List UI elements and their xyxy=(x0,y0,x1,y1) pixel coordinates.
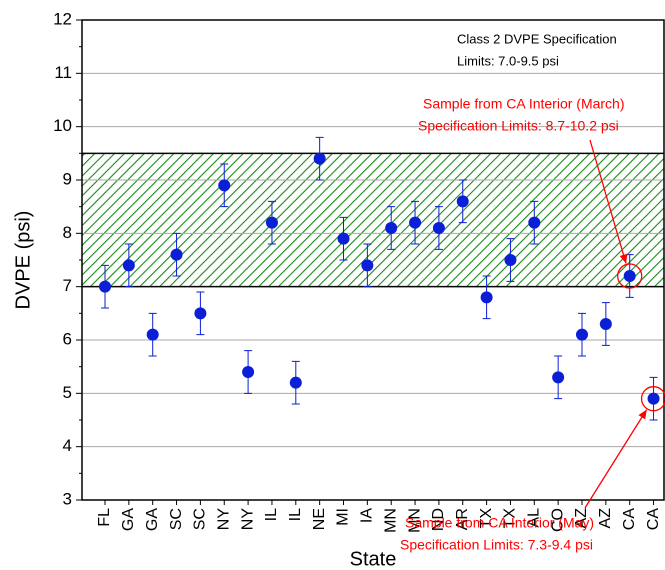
data-point xyxy=(194,307,207,320)
data-point xyxy=(432,222,445,234)
data-point xyxy=(576,328,588,341)
data-point xyxy=(599,318,612,330)
x-tick-label: ND xyxy=(430,508,447,531)
y-tick-label: 8 xyxy=(63,223,72,242)
x-tick-label: GA xyxy=(120,508,137,531)
data-point xyxy=(623,270,636,282)
annotation: Limits: 7.0-9.5 psi xyxy=(457,53,559,68)
data-point xyxy=(242,366,255,378)
annotation: Sample from CA Interior (March) xyxy=(423,96,625,112)
y-axis-title: DVPE (psi) xyxy=(12,211,34,310)
y-tick-label: 12 xyxy=(53,9,72,28)
x-tick-label: AR xyxy=(454,508,471,530)
y-tick-label: 3 xyxy=(63,489,72,508)
highlight-ring xyxy=(640,386,665,412)
arrow xyxy=(584,409,648,509)
data-point xyxy=(218,179,231,192)
x-tick-label: CA xyxy=(645,508,662,531)
y-tick-label: 9 xyxy=(63,169,72,188)
x-tick-label: CA xyxy=(621,508,638,531)
x-axis-title: State xyxy=(350,548,397,570)
data-point xyxy=(504,254,517,266)
plot-frame xyxy=(81,19,665,501)
highlight-ring xyxy=(617,263,643,289)
x-tick-label: NY xyxy=(239,508,256,531)
x-tick-label: IL xyxy=(263,508,280,521)
annotation: Sample from CA Interior (May) xyxy=(405,515,594,531)
x-tick-label: MI xyxy=(335,508,352,526)
data-point xyxy=(122,259,135,272)
y-tick-label: 5 xyxy=(63,383,72,402)
x-tick-label: MN xyxy=(406,508,423,533)
x-tick-label: GA xyxy=(144,508,161,531)
x-tick-label: FL xyxy=(96,508,113,527)
data-point xyxy=(385,222,398,234)
data-point xyxy=(289,376,302,389)
x-tick-label: SC xyxy=(168,508,185,530)
x-tick-label: TX xyxy=(478,508,495,529)
data-point xyxy=(528,216,541,229)
arrow-head xyxy=(638,409,647,420)
x-tick-label: AZ xyxy=(573,508,590,529)
x-tick-label: CO xyxy=(549,508,566,532)
x-tick-label: MN xyxy=(382,508,399,533)
data-point xyxy=(456,195,469,208)
x-tick-label: NY xyxy=(215,508,232,531)
arrow-head xyxy=(619,253,628,264)
x-tick-label: AZ xyxy=(597,508,614,529)
data-point xyxy=(552,371,565,384)
data-point xyxy=(313,152,326,165)
data-point xyxy=(647,392,660,405)
data-point xyxy=(99,280,111,293)
annotation: Specification Limits: 7.3-9.4 psi xyxy=(400,537,593,553)
data-point xyxy=(409,216,422,229)
y-tick-label: 7 xyxy=(63,276,72,295)
annotation: Class 2 DVPE Specification xyxy=(457,31,617,46)
annotation: Specification Limits: 8.7-10.2 psi xyxy=(418,118,619,134)
x-tick-label: IL xyxy=(287,508,304,521)
data-point xyxy=(337,232,350,245)
x-tick-label: SC xyxy=(192,508,209,530)
x-tick-label: TX xyxy=(502,508,519,529)
x-tick-label: NE xyxy=(311,508,328,530)
data-point xyxy=(265,216,278,229)
x-tick-label: IA xyxy=(359,508,376,523)
y-tick-label: 10 xyxy=(53,116,72,135)
y-tick-label: 4 xyxy=(63,436,72,455)
data-point xyxy=(170,248,183,261)
y-tick-label: 11 xyxy=(54,63,72,82)
data-point xyxy=(146,328,159,341)
x-tick-label: AL xyxy=(526,508,543,528)
arrow xyxy=(589,139,627,264)
y-tick-label: 6 xyxy=(63,329,72,348)
data-point xyxy=(480,291,493,304)
data-point xyxy=(361,259,374,272)
